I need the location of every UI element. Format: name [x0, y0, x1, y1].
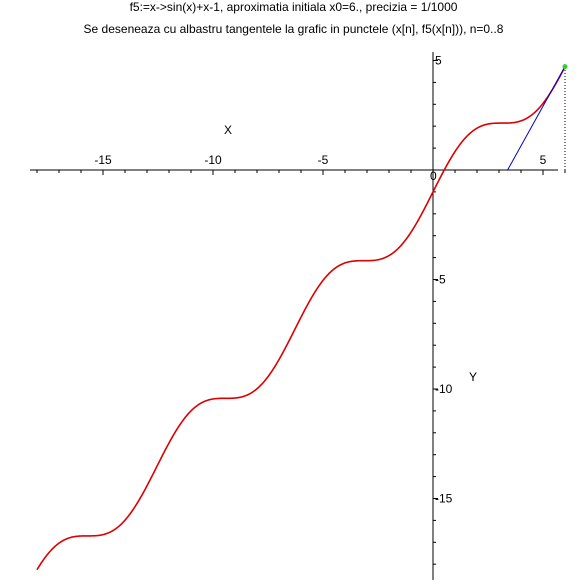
- x-tick-label: 5: [540, 153, 547, 167]
- y-tick-label: -5: [435, 273, 446, 287]
- function-curve: [36, 66, 566, 571]
- labels-group: -15 -10 -5 0 5 5 -5 -10 -15 X Y: [94, 54, 546, 506]
- y-axis-label: Y: [469, 370, 477, 384]
- x-axis-label: X: [224, 123, 232, 137]
- start-point-marker: [562, 64, 568, 70]
- axes-group: [30, 52, 566, 580]
- tangent-line: [507, 66, 566, 171]
- y-tick-label: -15: [435, 492, 453, 506]
- y-tick-label: -10: [435, 382, 453, 396]
- curve-group: [36, 66, 566, 571]
- x-tick-label: 0: [430, 169, 437, 183]
- x-tick-label: -10: [204, 153, 222, 167]
- x-tick-label: -15: [94, 153, 112, 167]
- x-tick-label: -5: [318, 153, 329, 167]
- chart-title: f5:=x->sin(x)+x-1, aproximatia initiala …: [129, 0, 458, 14]
- chart-subtitle: Se deseneaza cu albastru tangentele la g…: [83, 22, 504, 36]
- y-tick-label: 5: [435, 54, 442, 68]
- tangent-group: [507, 64, 568, 171]
